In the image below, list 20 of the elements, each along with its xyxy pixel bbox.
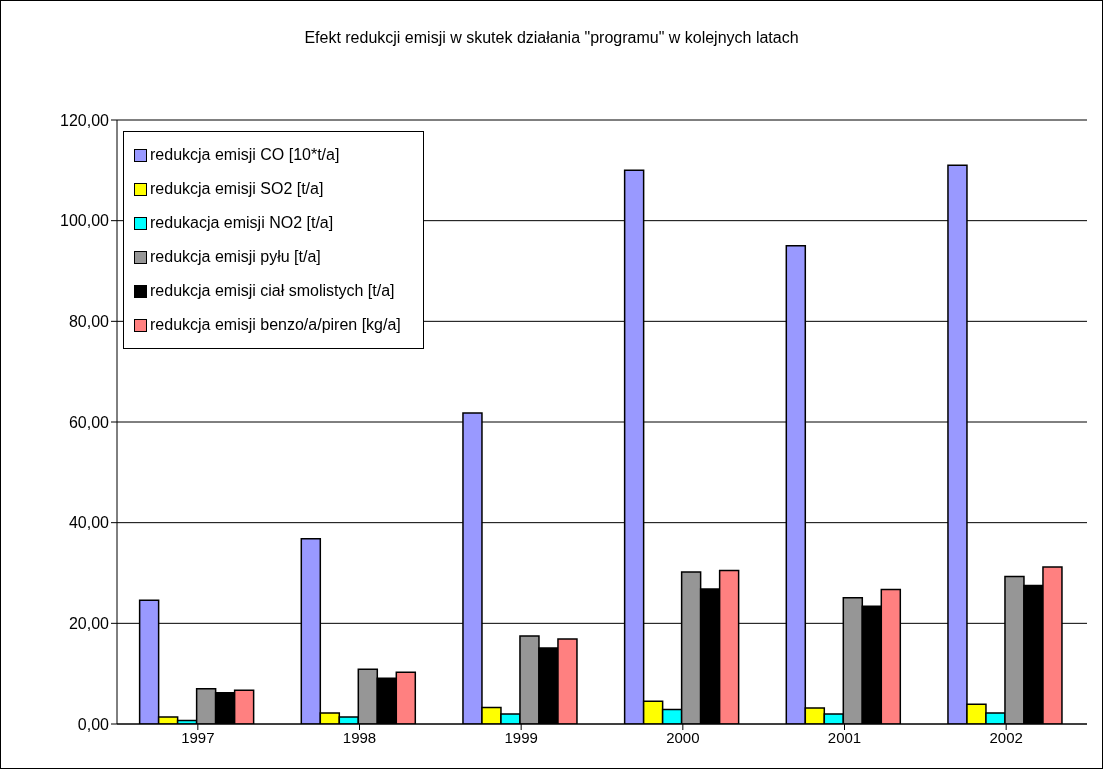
x-tick-label: 1997 (181, 728, 215, 746)
legend-label: redukcja emisji benzo/a/piren [kg/a] (150, 316, 401, 334)
y-tick-label: 20,00 (68, 615, 110, 633)
y-tick-label: 100,00 (60, 212, 110, 230)
chart-title: Efekt redukcji emisji w skutek działania "programu" w kolejnych latach (303, 29, 800, 47)
y-tick-label: 80,00 (68, 313, 110, 331)
legend-label: redukcja emisji ciał smolistych [t/a] (150, 282, 395, 300)
legend-label: redukcja emisji CO [10*t/a] (150, 146, 340, 164)
x-tick-label: 2002 (989, 728, 1023, 746)
x-tick-label: 1999 (504, 728, 538, 746)
x-tick-label: 1998 (342, 728, 377, 746)
x-tick-label: 2001 (827, 728, 862, 746)
y-tick-label: 120,00 (60, 111, 110, 129)
y-tick-label: 40,00 (68, 514, 110, 532)
x-tick-label: 2000 (666, 728, 700, 746)
y-tick-label: 0,00 (77, 715, 110, 733)
y-tick-label: 60,00 (68, 413, 110, 431)
legend-label: redukcja emisji pyłu [t/a] (150, 248, 321, 266)
legend-label: redukcja emisji SO2 [t/a] (150, 180, 324, 198)
legend-label: redukacja emisji NO2 [t/a] (150, 214, 334, 232)
